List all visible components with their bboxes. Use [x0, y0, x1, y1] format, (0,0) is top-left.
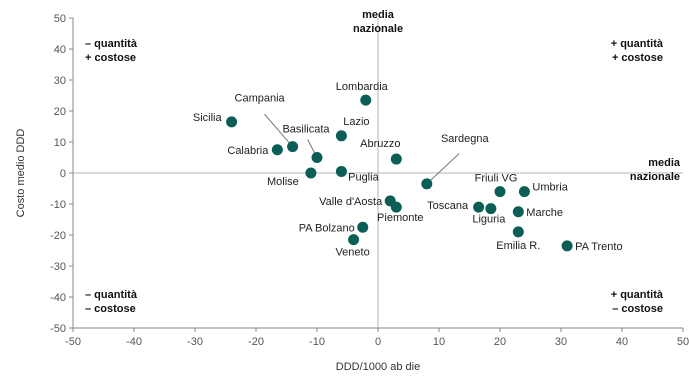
x-tick-label: 10 — [433, 336, 445, 348]
y-tick-label: 30 — [54, 75, 66, 87]
y-tick-label: -40 — [50, 292, 66, 304]
quadrant-label-bottom-left: – quantità — [85, 289, 138, 301]
quadrant-label-top-right: + quantità — [611, 38, 664, 50]
y-tick-label: 0 — [60, 168, 66, 180]
vertical-mean-label: media — [362, 9, 395, 21]
x-tick-label: -30 — [187, 336, 203, 348]
x-tick-label: 0 — [375, 336, 381, 348]
point-label: Puglia — [348, 171, 379, 183]
horizontal-mean-label: nazionale — [630, 171, 680, 183]
point-label: PA Bolzano — [299, 222, 355, 234]
x-tick-label: -50 — [65, 336, 81, 348]
data-point — [287, 141, 299, 153]
point-label: Umbria — [532, 182, 568, 194]
point-label: PA Trento — [575, 241, 623, 253]
point-label: Molise — [267, 176, 299, 188]
quadrant-labels: media nazionale media nazionale – quantità + … — [85, 9, 681, 315]
point-label: Veneto — [335, 247, 369, 259]
point-label: Liguria — [472, 214, 506, 226]
data-point — [348, 234, 360, 246]
quadrant-label-bottom-right: – costose — [612, 303, 663, 315]
data-point — [335, 130, 347, 142]
data-point — [512, 206, 524, 218]
point-label: Friuli VG — [475, 173, 518, 185]
point-label: Campania — [235, 93, 286, 105]
y-tick-label: 40 — [54, 44, 66, 56]
point-labels: Lombardia Sicilia Campania Basilicata Lazio C… — [193, 81, 623, 259]
y-tick-label: 20 — [54, 106, 66, 118]
quadrant-label-top-left: + costose — [85, 52, 136, 64]
point-label: Sicilia — [193, 112, 223, 124]
data-point — [473, 201, 485, 213]
data-point — [512, 226, 524, 238]
x-tick-label: 20 — [494, 336, 506, 348]
reference-lines — [73, 18, 683, 328]
x-tick-label: 50 — [677, 336, 689, 348]
data-point — [518, 186, 530, 198]
data-point — [494, 186, 506, 198]
point-label: Calabria — [227, 145, 269, 157]
y-axis-title: Costo medio DDD — [15, 129, 27, 218]
data-point — [421, 178, 433, 190]
data-point — [226, 116, 238, 128]
point-label: Sardegna — [441, 133, 490, 145]
data-point — [561, 240, 573, 252]
data-point — [390, 201, 402, 213]
data-point — [311, 152, 323, 163]
point-label: Lazio — [343, 116, 369, 128]
x-tick-label: 30 — [555, 336, 567, 348]
quadrant-label-bottom-right: + quantità — [611, 289, 664, 301]
point-label: Basilicata — [282, 124, 330, 136]
x-tick-label: -20 — [248, 336, 264, 348]
y-tick-label: -20 — [50, 230, 66, 242]
horizontal-mean-label: media — [648, 157, 681, 169]
x-tick-label: 40 — [616, 336, 628, 348]
y-tick-label: -50 — [50, 323, 66, 335]
data-point — [305, 167, 317, 179]
leader-line — [426, 153, 460, 185]
y-tick-label: -30 — [50, 261, 66, 273]
x-tick-label: -40 — [126, 336, 142, 348]
point-label: Toscana — [427, 200, 469, 212]
data-point — [390, 153, 402, 165]
data-point — [271, 144, 283, 156]
y-tick-label: 10 — [54, 137, 66, 149]
point-label: Marche — [526, 207, 563, 219]
data-point — [335, 165, 347, 177]
quadrant-label-top-left: – quantità — [85, 38, 138, 50]
tick-labels: -50 -40 -30 -20 -10 0 10 20 30 40 50 -50 -40 -30 -20 -1… — [50, 13, 689, 348]
data-points — [226, 94, 573, 252]
leader-line — [264, 113, 293, 147]
point-label: Lombardia — [336, 81, 389, 93]
vertical-mean-label: nazionale — [353, 23, 403, 35]
x-tick-label: -10 — [309, 336, 325, 348]
data-point — [485, 203, 497, 215]
quadrant-label-bottom-left: – costose — [85, 303, 136, 315]
point-label: Emilia R. — [496, 240, 540, 252]
point-label: Piemonte — [377, 212, 423, 224]
data-point — [357, 221, 369, 233]
quadrant-label-top-right: + costose — [612, 52, 663, 64]
point-label: Valle d'Aosta — [319, 196, 383, 208]
x-axis-title: DDD/1000 ab die — [336, 361, 420, 373]
data-point — [360, 94, 372, 106]
y-tick-label: -10 — [50, 199, 66, 211]
y-tick-label: 50 — [54, 13, 66, 25]
point-label: Abruzzo — [360, 138, 400, 150]
